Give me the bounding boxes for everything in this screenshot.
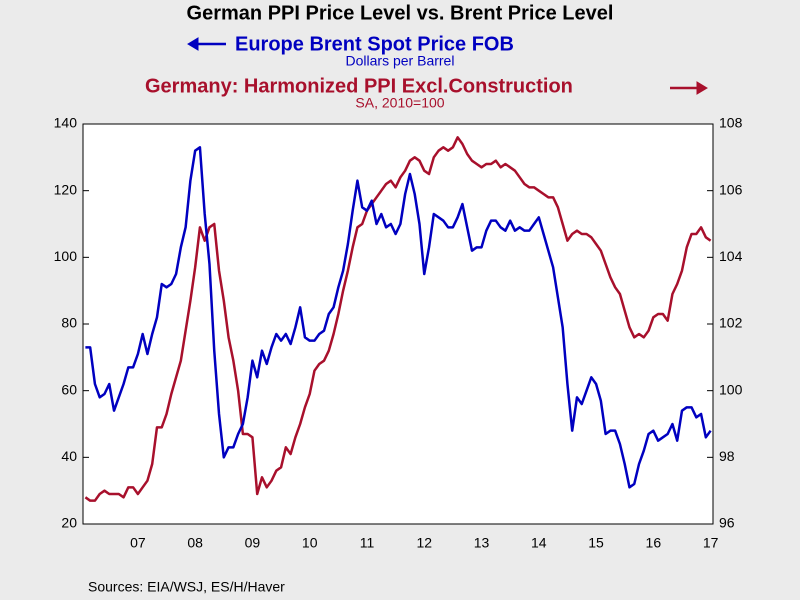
data-line bbox=[85, 146, 712, 489]
y2-tick-label: 108 bbox=[719, 115, 743, 131]
plot-area bbox=[83, 124, 713, 524]
plot-frame bbox=[82, 123, 714, 525]
chart-title: German PPI Price Level vs. Brent Price L… bbox=[187, 2, 614, 24]
x-tick-label: 11 bbox=[360, 535, 375, 551]
y-tick-label: 80 bbox=[61, 315, 77, 331]
x-tick-label: 07 bbox=[130, 535, 146, 551]
y2-tick-label: 96 bbox=[719, 515, 735, 531]
x-tick-label: 09 bbox=[245, 535, 261, 551]
data-line bbox=[84, 136, 712, 502]
x-tick-label: 14 bbox=[531, 535, 547, 551]
x-tick-label: 16 bbox=[646, 535, 662, 551]
y2-axis-label: SA, 2010=100 bbox=[355, 95, 444, 111]
source-note: Sources: EIA/WSJ, ES/H/Haver bbox=[88, 579, 285, 595]
legend-arrow bbox=[187, 37, 226, 51]
y-tick-label: 100 bbox=[54, 248, 78, 264]
x-tick-label: 12 bbox=[416, 535, 432, 551]
y-tick-label: 20 bbox=[61, 515, 77, 531]
y-tick-label: 60 bbox=[61, 381, 77, 397]
y2-tick-label: 104 bbox=[719, 248, 743, 264]
y2-tick-label: 102 bbox=[719, 315, 743, 331]
y-tick-label: 140 bbox=[54, 115, 78, 131]
legend-entry: Europe Brent Spot Price FOB bbox=[235, 33, 514, 55]
x-tick-label: 10 bbox=[302, 535, 318, 551]
x-tick-label: 15 bbox=[588, 535, 604, 551]
y2-tick-label: 98 bbox=[719, 448, 735, 464]
x-tick-label: 17 bbox=[703, 535, 719, 551]
y-tick-label: 120 bbox=[54, 181, 78, 197]
y2-tick-label: 106 bbox=[719, 181, 743, 197]
y-axis-label: Dollars per Barrel bbox=[346, 53, 455, 69]
x-tick-label: 13 bbox=[474, 535, 490, 551]
legend-entry: Germany: Harmonized PPI Excl.Constructio… bbox=[145, 75, 573, 97]
y2-tick-label: 100 bbox=[719, 381, 743, 397]
legend-arrow bbox=[670, 81, 708, 95]
y-tick-label: 40 bbox=[61, 448, 77, 464]
x-tick-label: 08 bbox=[187, 535, 203, 551]
